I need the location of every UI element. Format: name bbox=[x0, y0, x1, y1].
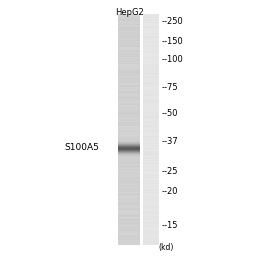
Text: S100A5: S100A5 bbox=[65, 144, 99, 153]
Text: --75: --75 bbox=[162, 82, 179, 91]
Text: --25: --25 bbox=[162, 167, 178, 176]
Text: --250: --250 bbox=[162, 17, 184, 27]
Text: --150: --150 bbox=[162, 37, 184, 47]
Text: --100: --100 bbox=[162, 56, 184, 65]
Text: HepG2: HepG2 bbox=[115, 8, 143, 17]
Text: --50: --50 bbox=[162, 110, 178, 119]
Text: (kd): (kd) bbox=[158, 243, 174, 252]
Text: --15: --15 bbox=[162, 220, 178, 229]
Text: --20: --20 bbox=[162, 187, 178, 197]
Text: --37: --37 bbox=[162, 137, 179, 146]
